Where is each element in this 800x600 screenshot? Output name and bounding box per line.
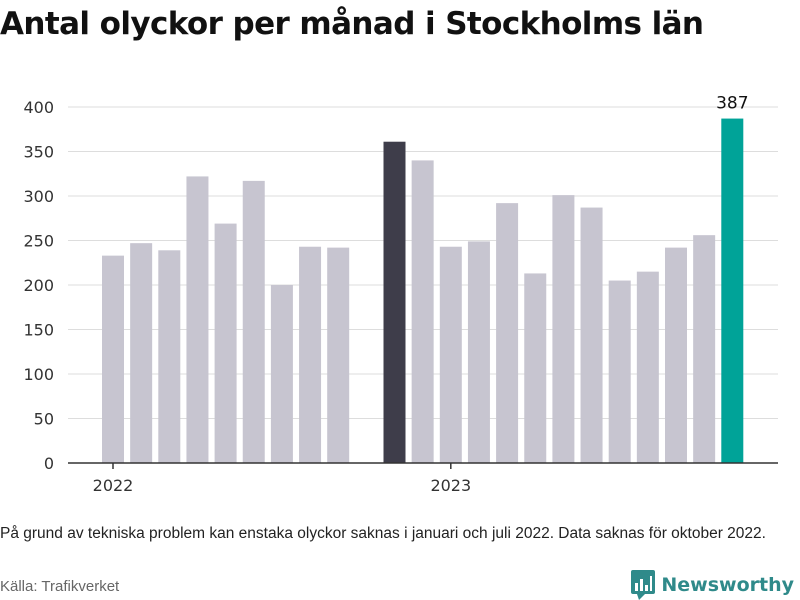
y-tick-label: 400 bbox=[23, 98, 54, 117]
data-label: 387 bbox=[716, 94, 748, 114]
brand-name: Newsworthy bbox=[661, 574, 794, 596]
newsworthy-logo-icon bbox=[631, 570, 656, 600]
bar bbox=[721, 118, 744, 463]
bar bbox=[636, 271, 659, 463]
bar bbox=[439, 246, 462, 463]
bar bbox=[327, 247, 350, 463]
bar bbox=[467, 241, 490, 463]
bar bbox=[496, 203, 519, 463]
bar bbox=[270, 285, 293, 463]
bar bbox=[580, 207, 603, 463]
bar-chart: 0 50 100 150 200 250 300 350 400 387 2022 2023 bbox=[23, 94, 778, 495]
y-tick-label: 100 bbox=[23, 365, 54, 384]
brand-logo[interactable]: Newsworthy bbox=[631, 570, 794, 600]
bar bbox=[693, 235, 716, 463]
y-tick-label: 200 bbox=[23, 276, 54, 295]
source-label: Källa: Trafikverket bbox=[0, 578, 120, 595]
bar bbox=[102, 255, 124, 463]
chart-title: Antal olyckor per månad i Stockholms län bbox=[0, 6, 704, 42]
x-tick-label: 2022 bbox=[93, 476, 134, 495]
bar bbox=[665, 247, 687, 463]
y-tick-label: 300 bbox=[23, 187, 54, 206]
y-tick-label: 350 bbox=[23, 143, 54, 162]
y-tick-label: 0 bbox=[44, 454, 54, 473]
y-tick-label: 150 bbox=[23, 321, 54, 340]
bar bbox=[608, 280, 631, 463]
bar bbox=[130, 243, 153, 463]
bar bbox=[186, 176, 209, 464]
bar bbox=[158, 250, 181, 463]
x-tick-label: 2023 bbox=[430, 476, 471, 495]
bar bbox=[524, 273, 547, 463]
bar bbox=[242, 180, 265, 463]
footnote: På grund av tekniska problem kan enstaka… bbox=[0, 525, 766, 542]
bar bbox=[214, 223, 237, 463]
bar bbox=[299, 246, 322, 463]
bar bbox=[411, 160, 434, 463]
y-tick-label: 50 bbox=[34, 410, 54, 429]
bar bbox=[552, 195, 575, 464]
y-tick-label: 250 bbox=[23, 232, 54, 251]
bar bbox=[383, 141, 406, 463]
